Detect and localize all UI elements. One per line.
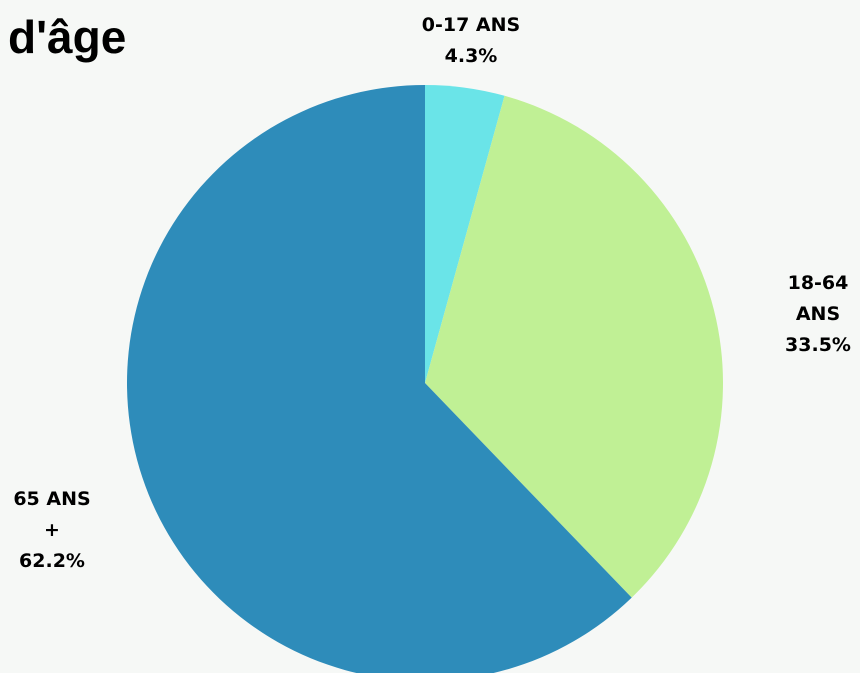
slice-value-label: 33.5% [785, 334, 851, 356]
pie-slice-0-17-ans [425, 85, 505, 383]
slice-category-label: + [44, 519, 60, 541]
slice-category-label: 18-64 [788, 272, 849, 294]
slice-value-label: 4.3% [445, 45, 498, 67]
pie-slice-18-64-ans [425, 95, 724, 598]
chart-title: d'âge [8, 11, 127, 63]
slice-category-label: 65 ANS [13, 488, 90, 510]
slice-category-label: 0-17 ANS [422, 14, 520, 36]
slice-label-2: 18-64 ANS 33.5% [785, 272, 851, 356]
pie-slice-65-ans [127, 85, 632, 673]
slice-value-label: 62.2% [19, 550, 85, 572]
slice-label-1: 0-17 ANS 4.3% [422, 14, 520, 67]
slice-label-3: 65 ANS +62.2% [13, 488, 90, 572]
slice-category-label: ANS [796, 303, 840, 325]
